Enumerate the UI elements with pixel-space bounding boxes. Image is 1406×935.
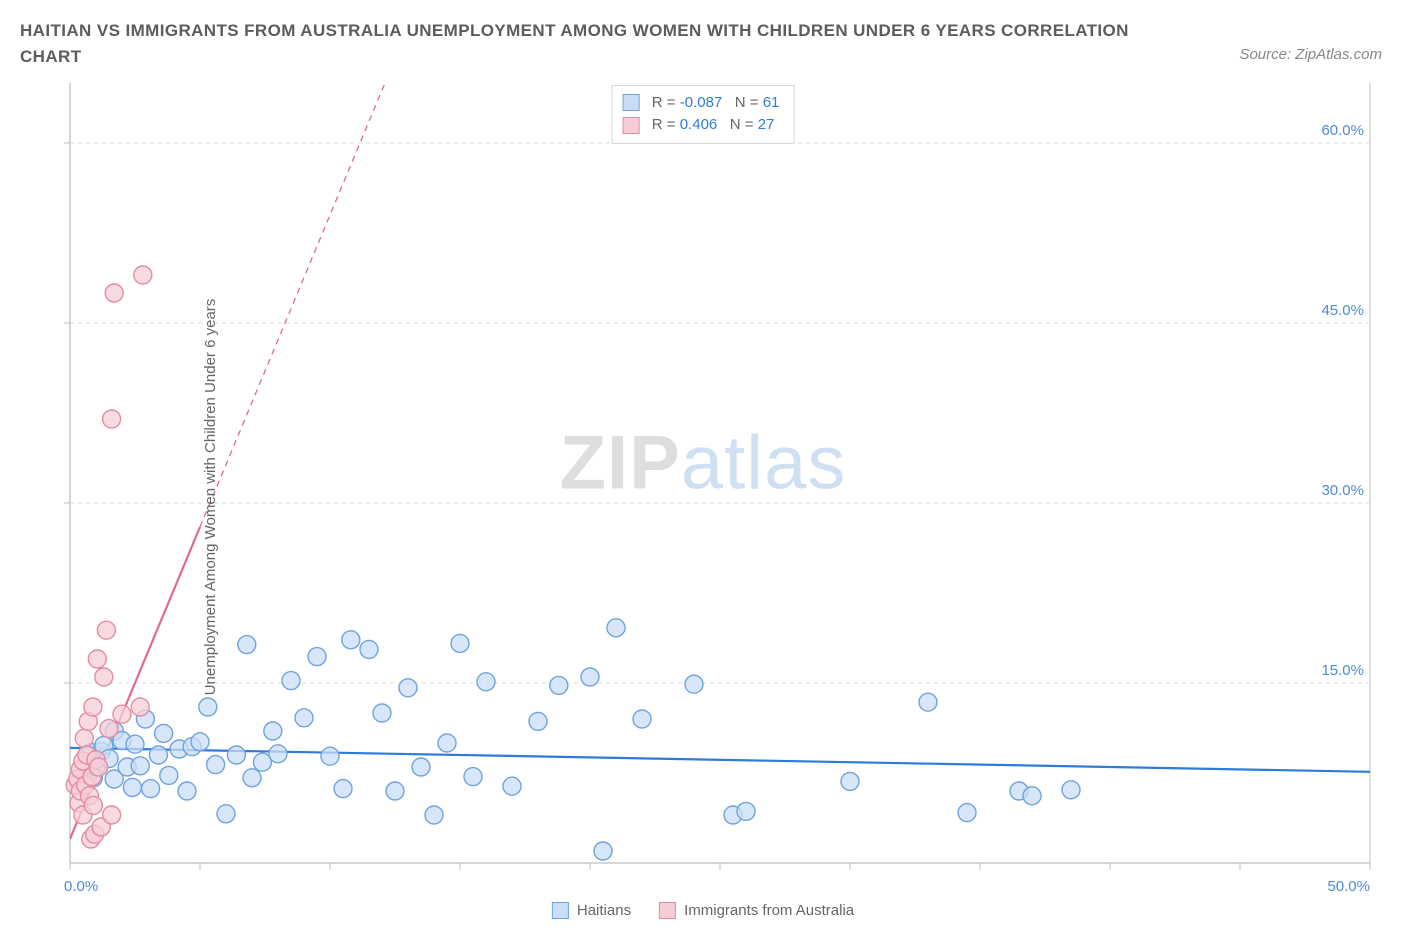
svg-text:60.0%: 60.0% xyxy=(1321,122,1364,139)
stats-row-australia: R = 0.406 N = 27 xyxy=(623,114,780,137)
legend-item: Haitians xyxy=(552,902,631,919)
svg-text:45.0%: 45.0% xyxy=(1321,302,1364,319)
legend-label: Immigrants from Australia xyxy=(684,902,854,919)
svg-text:15.0%: 15.0% xyxy=(1321,662,1364,679)
swatch-icon xyxy=(623,94,640,111)
svg-text:50.0%: 50.0% xyxy=(1327,878,1370,895)
source-attribution: Source: ZipAtlas.com xyxy=(1239,46,1382,63)
chart-container: Unemployment Among Women with Children U… xyxy=(20,77,1386,917)
legend-label: Haitians xyxy=(577,902,631,919)
series-legend: Haitians Immigrants from Australia xyxy=(552,902,854,919)
svg-text:30.0%: 30.0% xyxy=(1321,482,1364,499)
swatch-icon xyxy=(552,902,569,919)
scatter-chart: 15.0% 30.0% 45.0% 60.0% 0.0% 50.0% xyxy=(20,77,1386,917)
correlation-stats-box: R = -0.087 N = 61 R = 0.406 N = 27 xyxy=(612,85,795,144)
swatch-icon xyxy=(659,902,676,919)
legend-item: Immigrants from Australia xyxy=(659,902,854,919)
y-axis-label: Unemployment Among Women with Children U… xyxy=(202,298,219,695)
stats-row-haitians: R = -0.087 N = 61 xyxy=(623,92,780,115)
svg-text:0.0%: 0.0% xyxy=(64,878,98,895)
chart-title: HAITIAN VS IMMIGRANTS FROM AUSTRALIA UNE… xyxy=(20,18,1140,71)
swatch-icon xyxy=(623,117,640,134)
